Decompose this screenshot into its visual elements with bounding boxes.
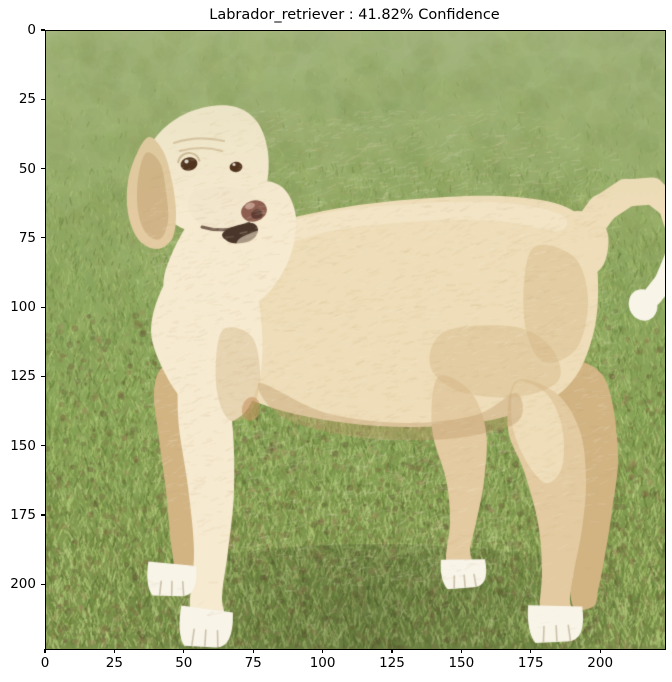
x-tick-mark: [460, 649, 462, 653]
x-tick-mark: [252, 649, 254, 653]
x-tick-label: 150: [448, 655, 475, 671]
x-tick-label: 25: [105, 655, 123, 671]
y-tick-mark: [41, 445, 45, 447]
y-tick-mark: [41, 306, 45, 308]
x-tick-label: 50: [175, 655, 193, 671]
y-tick-label: 75: [18, 229, 36, 246]
x-tick-mark: [599, 649, 601, 653]
x-tick-mark: [113, 649, 115, 653]
page-title: Labrador_retriever : 41.82% Confidence: [209, 7, 500, 23]
x-tick-mark: [530, 649, 532, 653]
y-tick-label: 150: [10, 437, 36, 454]
y-tick-mark: [41, 29, 45, 31]
x-tick-mark: [391, 649, 393, 653]
y-tick-label: 25: [18, 91, 36, 108]
y-tick-label: 0: [27, 22, 36, 38]
y-tick-mark: [41, 98, 45, 100]
y-tick-label: 100: [10, 299, 36, 316]
y-tick-label: 50: [18, 160, 36, 177]
y-tick-mark: [41, 583, 45, 585]
y-tick-mark: [41, 167, 45, 170]
x-tick-label: 0: [40, 655, 50, 671]
x-tick-label: 100: [309, 655, 336, 671]
x-tick-label: 75: [244, 655, 262, 671]
x-tick-label: 125: [379, 655, 405, 671]
y-tick-mark: [41, 237, 45, 239]
plot-axes: [45, 30, 666, 650]
y-tick-label: 125: [10, 368, 36, 385]
y-tick-label: 200: [10, 576, 36, 593]
x-tick-mark: [183, 649, 185, 653]
x-tick-mark: [321, 649, 324, 653]
dog-photo-image: [46, 31, 665, 649]
y-tick-mark: [41, 514, 45, 516]
x-tick-label: 200: [587, 655, 614, 671]
x-tick-mark: [44, 649, 46, 653]
y-tick-mark: [41, 375, 45, 377]
y-tick-label: 175: [10, 506, 36, 523]
x-tick-label: 175: [517, 655, 544, 671]
